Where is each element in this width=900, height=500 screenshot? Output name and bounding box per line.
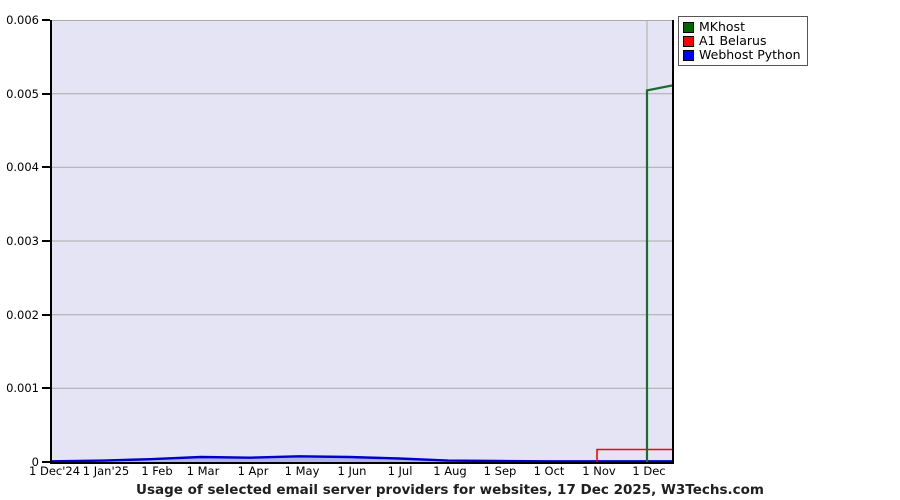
x-tick-label: 1 Feb: [141, 464, 173, 478]
y-tick-mark: [42, 387, 50, 390]
x-tick-label: 1 Aug: [433, 464, 467, 478]
legend-swatch-icon: [683, 21, 694, 33]
y-tick-mark: [42, 92, 50, 95]
x-tick-label: 1 Nov: [582, 464, 616, 478]
y-tick-mark: [42, 240, 50, 242]
y-tick-label: 0.006: [6, 13, 39, 27]
y-tick-label: 0.004: [6, 160, 39, 175]
x-tick-label: 1 Jun: [337, 464, 367, 478]
y-tick-mark: [42, 313, 50, 316]
series-mkhost: [645, 84, 672, 462]
y-tick-label: 0: [31, 455, 39, 469]
y-tick-label: 0.002: [6, 307, 39, 322]
chart-legend: MKhost A1 Belarus Webhost Python: [678, 16, 808, 66]
x-tick-label: 1 Jul: [387, 464, 413, 478]
legend-swatch-icon: [683, 49, 694, 61]
y-tick-mark: [42, 19, 50, 21]
plot-area: [50, 20, 674, 464]
series-a1-belarus: [596, 448, 672, 462]
y-tick-label: 0.005: [6, 86, 39, 101]
plot-svg: [52, 20, 672, 462]
x-tick-label: 1 Sep: [483, 464, 517, 478]
x-tick-label: 1 Mar: [186, 464, 220, 478]
y-tick-label: 0.003: [6, 234, 39, 248]
x-axis: 1 Dec'24 1 Jan'25 1 Feb 1 Mar 1 Apr 1 Ma…: [0, 464, 900, 482]
legend-item-label: Webhost Python: [699, 47, 801, 62]
x-tick-label: 1 Oct: [533, 464, 565, 478]
legend-item-mkhost[interactable]: MKhost: [683, 20, 801, 34]
x-tick-label: 1 May: [284, 464, 320, 478]
x-tick-label: 1 Dec'24: [29, 464, 81, 478]
series-webhost-python: [52, 455, 672, 462]
x-tick-label: 1 Jan'25: [82, 464, 130, 478]
y-tick-mark: [42, 166, 50, 169]
legend-item-webhost-python[interactable]: Webhost Python: [683, 48, 801, 62]
legend-item-a1-belarus[interactable]: A1 Belarus: [683, 34, 801, 48]
y-tick-label: 0.001: [6, 381, 39, 396]
legend-item-label: A1 Belarus: [699, 33, 767, 48]
x-tick-label: 1 Dec: [632, 464, 666, 478]
y-tick-mark: [42, 461, 50, 463]
chart-title: Usage of selected email server providers…: [136, 482, 764, 498]
x-tick-label: 1 Apr: [237, 464, 269, 478]
legend-item-label: MKhost: [699, 19, 745, 34]
y-axis: 0.006 0.005 0.004 0.003 0.002 0.001 0: [0, 0, 50, 500]
legend-swatch-icon: [683, 35, 694, 47]
horizontal-gridlines: [52, 20, 672, 389]
